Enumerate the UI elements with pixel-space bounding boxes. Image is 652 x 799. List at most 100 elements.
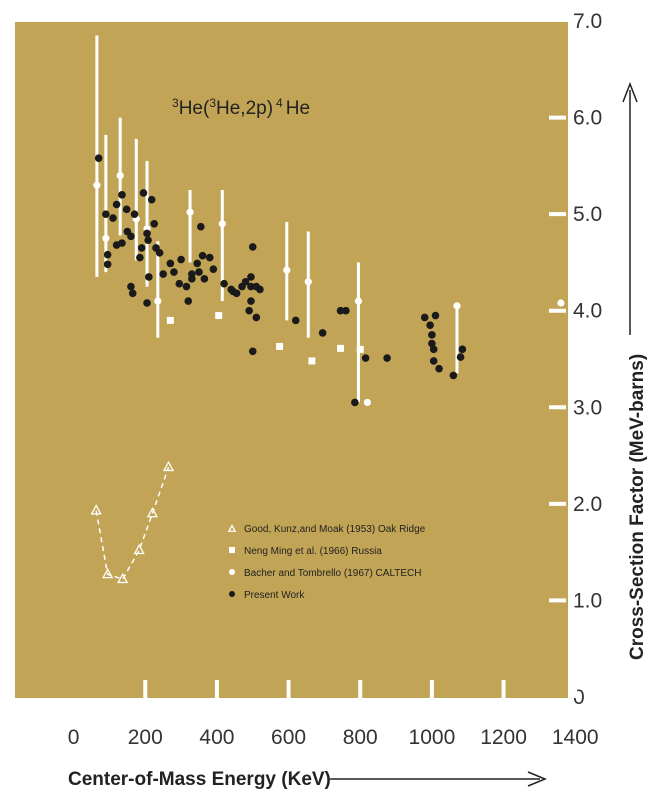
present-work-point [188,275,196,283]
y-tick-label: 3.0 [573,396,602,419]
present-work-point [150,220,159,228]
present-work-point [184,297,193,305]
chart-title: 3He(3He,2p) 4 He [172,96,310,119]
caltech-point [453,302,461,310]
caltech-point [304,278,312,286]
legend-marker-open-circle [229,569,235,575]
series-oak-ridge [90,460,175,584]
present-work-point [175,279,184,288]
present-work-point [109,214,117,222]
present-work-point [247,282,255,291]
present-work-point [103,260,112,269]
x-tick-label: 1000 [409,726,456,749]
present-work-point [420,313,429,322]
russia-point [276,342,284,350]
present-work-point [209,265,218,273]
present-work-point [130,210,139,218]
present-work-point [247,297,255,305]
legend-entry: Bacher and Tombrello (1967) CALTECH [244,568,422,579]
present-work-point [435,364,443,373]
oak-ridge-point [133,543,145,555]
axis-ticks: 0 1.0 2.0 3.0 4.0 5.0 6.0 7.0 0 200 400 600 800 1000 1… [68,10,602,749]
present-work-point [252,313,261,322]
caltech-point [283,266,291,274]
legend-marker-filled-circle [229,591,235,597]
present-work-point [245,306,253,315]
present-work-point [127,282,135,291]
x-tick-label: 1200 [480,726,527,749]
present-work-point [128,289,137,298]
present-work-point [428,339,436,348]
present-work-point [147,195,156,204]
oak-ridge-point [117,572,129,584]
present-work-point [177,255,185,264]
present-work-point [431,311,440,320]
oak-ridge-point [146,507,159,518]
y-tick-label: 2.0 [573,493,602,516]
present-work-point [118,191,126,199]
legend-entry: Neng Ming et al. (1966) Russia [244,546,382,557]
caltech-point [218,220,226,228]
oak-ridge-point [90,504,102,515]
russia-point [215,312,223,320]
present-work-point [195,268,203,276]
present-work-point [122,205,131,214]
plot-area [15,22,568,698]
present-work-point [342,306,350,315]
x-tick-label: 1400 [552,726,599,749]
present-work-point [205,253,214,262]
present-work-point [361,354,370,362]
present-work-point [118,239,126,247]
present-work-point [144,236,152,245]
y-tick-label: 0 [573,686,585,709]
caltech-point [93,181,101,189]
present-work-point [94,154,103,162]
caltech-point [102,234,110,242]
y-axis-label: Cross-Section Factor (MeV-barns) [627,354,648,660]
caltech-point [116,171,124,180]
y-tick-label: 1.0 [573,589,602,612]
legend-marker-square [229,547,235,553]
present-work-point [248,243,257,251]
y-tick-label: 6.0 [573,107,602,130]
caltech-point [154,297,162,305]
caltech-point [569,290,578,298]
present-work-point [102,210,110,218]
present-work-point [256,285,264,294]
present-work-point [220,279,228,288]
russia-point [308,357,316,365]
present-work-point [170,268,178,276]
russia-point [356,345,364,353]
present-work-point [247,273,255,281]
y-tick-label: 4.0 [573,300,602,323]
present-work-point [196,222,205,231]
present-work-point [139,189,148,197]
present-work-point [159,270,167,278]
present-work-point [383,354,391,362]
present-work-point [182,282,191,291]
present-work-point [155,248,164,257]
present-work-point [449,371,458,380]
present-work-point [351,398,359,407]
caltech-point [363,398,372,407]
y-tick-label: 5.0 [573,203,602,226]
series-russia [166,312,364,365]
caltech-point [186,208,194,216]
present-work-point [143,229,151,238]
x-tick-label: 400 [199,726,234,749]
legend-entry: Present Work [244,590,305,601]
present-work-point [103,250,112,259]
x-tick-label: 600 [271,726,306,749]
caltech-point [557,299,565,307]
present-work-point [291,316,300,325]
present-work-point [241,277,250,286]
present-work-point [429,357,438,365]
russia-point [337,344,345,352]
present-work-point [166,259,175,268]
russia-point [166,316,174,324]
present-work-point [429,345,438,354]
present-work-point [198,251,207,260]
present-work-point [336,306,345,315]
